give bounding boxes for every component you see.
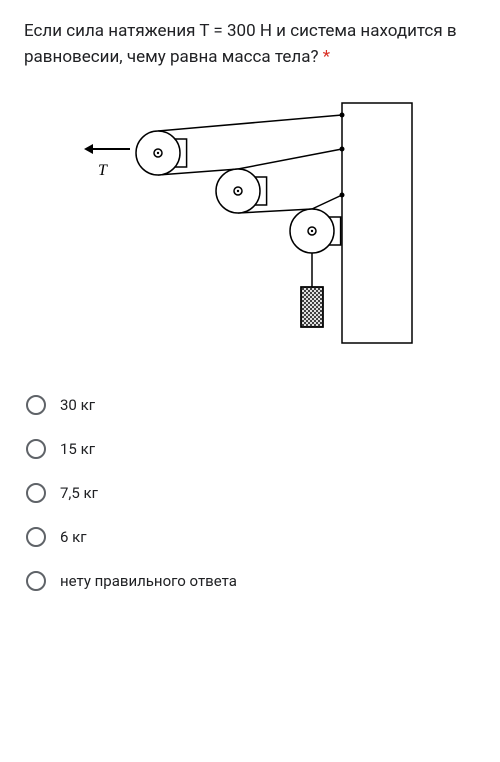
option-3[interactable]: 6 кг [26, 527, 476, 547]
options-list: 30 кг 15 кг 7,5 кг 6 кг нету правильного… [24, 395, 476, 591]
option-4[interactable]: нету правильного ответа [26, 571, 476, 591]
pulley-diagram: T [80, 95, 420, 355]
option-0[interactable]: 30 кг [26, 395, 476, 415]
question-text: Если сила натяжения Т = 300 Н и система … [24, 18, 476, 71]
question-body: Если сила натяжения Т = 300 Н и система … [24, 21, 457, 67]
option-1[interactable]: 15 кг [26, 439, 476, 459]
option-2[interactable]: 7,5 кг [26, 483, 476, 503]
option-label: нету правильного ответа [60, 572, 237, 590]
diagram-container: T [24, 95, 476, 355]
radio-icon [26, 395, 46, 415]
required-mark: * [323, 47, 330, 67]
radio-icon [26, 527, 46, 547]
radio-icon [26, 483, 46, 503]
option-label: 15 кг [60, 440, 95, 458]
option-label: 6 кг [60, 528, 87, 546]
option-label: 30 кг [60, 396, 95, 414]
svg-text:T: T [98, 162, 108, 179]
radio-icon [26, 571, 46, 591]
option-label: 7,5 кг [60, 484, 98, 502]
radio-icon [26, 439, 46, 459]
